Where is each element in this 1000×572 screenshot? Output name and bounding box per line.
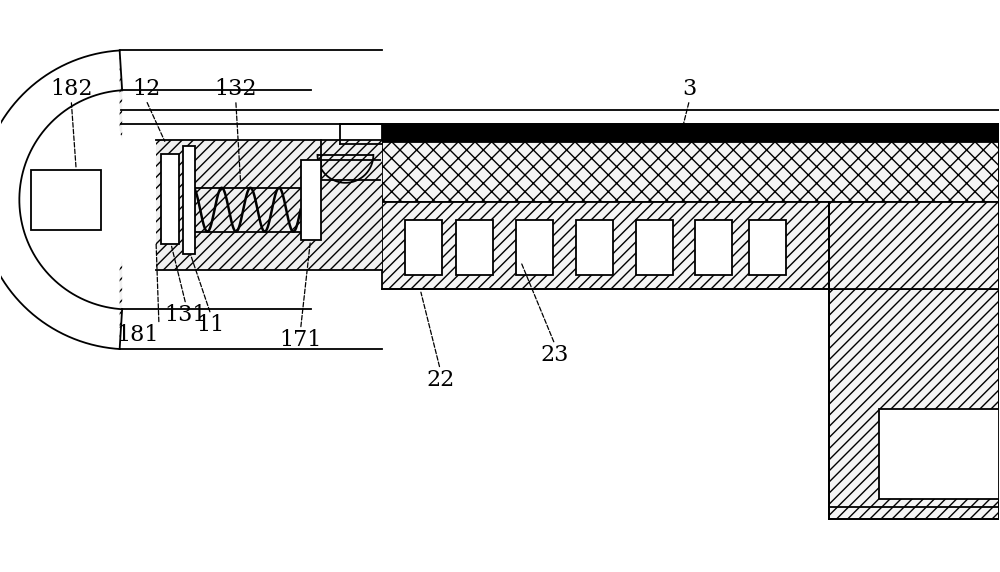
Text: 132: 132 bbox=[214, 78, 257, 100]
Polygon shape bbox=[120, 50, 122, 140]
Bar bbox=[456, 220, 493, 275]
Polygon shape bbox=[120, 259, 122, 349]
Bar bbox=[382, 142, 999, 202]
Bar bbox=[31, 170, 101, 229]
Text: 171: 171 bbox=[279, 329, 322, 351]
Polygon shape bbox=[156, 140, 382, 269]
Bar bbox=[301, 160, 321, 240]
Text: 12: 12 bbox=[132, 78, 160, 100]
Bar bbox=[829, 202, 999, 289]
Bar bbox=[879, 409, 999, 499]
Text: 181: 181 bbox=[116, 324, 159, 347]
Text: 11: 11 bbox=[197, 315, 225, 336]
Bar bbox=[636, 220, 673, 275]
Text: 182: 182 bbox=[50, 78, 92, 100]
Bar bbox=[183, 146, 195, 253]
Bar bbox=[405, 220, 442, 275]
Text: 3: 3 bbox=[682, 78, 697, 100]
Bar bbox=[749, 220, 786, 275]
Bar bbox=[576, 220, 613, 275]
Text: 23: 23 bbox=[541, 344, 569, 366]
Bar bbox=[695, 220, 732, 275]
Bar bbox=[829, 289, 999, 519]
Bar bbox=[382, 124, 999, 142]
Text: 22: 22 bbox=[426, 370, 454, 391]
Bar bbox=[382, 202, 829, 289]
Bar bbox=[161, 154, 179, 244]
Text: 131: 131 bbox=[165, 304, 207, 327]
Bar bbox=[516, 220, 553, 275]
